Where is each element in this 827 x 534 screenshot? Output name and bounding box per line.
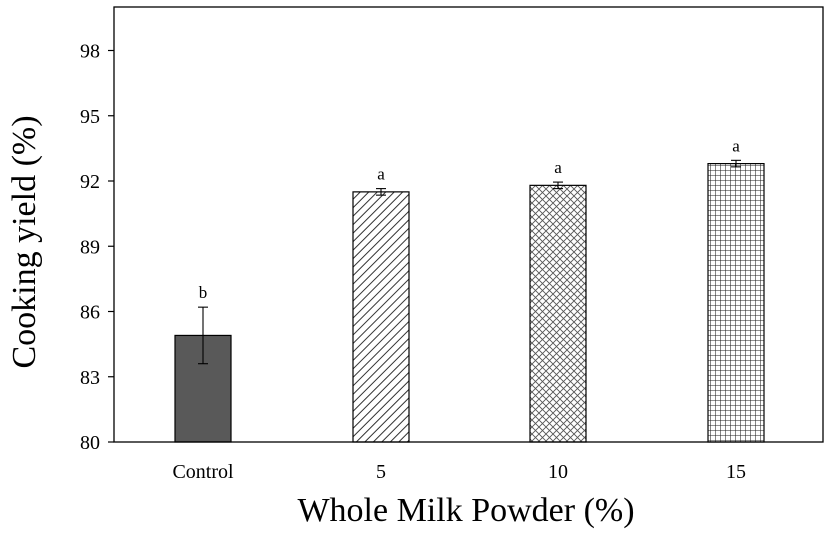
plot-frame <box>113 6 824 443</box>
error-bar <box>376 188 386 196</box>
bar-10 <box>529 184 587 443</box>
x-axis-title: Whole Milk Powder (%) <box>297 492 634 529</box>
error-bar <box>731 159 741 168</box>
significance-letter: a <box>732 136 740 155</box>
y-axis-title: Cooking yield (%) <box>6 115 43 368</box>
x-axis: Control 5 10 15 <box>172 461 746 483</box>
y-axis: 80 83 86 89 92 95 98 <box>80 41 114 454</box>
x-tick-label: 10 <box>548 461 568 483</box>
y-tick-label: 83 <box>80 367 100 389</box>
y-tick-label: 86 <box>80 302 100 324</box>
x-tick-label: Control <box>172 461 234 483</box>
y-tick-label: 98 <box>80 41 100 63</box>
significance-letter: a <box>554 158 562 177</box>
error-bar <box>553 181 563 190</box>
y-tick-label: 92 <box>80 171 100 193</box>
y-tick-label: 89 <box>80 236 100 258</box>
x-tick-label: 15 <box>726 461 746 483</box>
significance-letter: a <box>377 165 385 184</box>
bar-15 <box>707 163 765 443</box>
y-tick-label: 95 <box>80 106 100 128</box>
bars: b a a a <box>174 136 765 443</box>
x-tick-label: 5 <box>376 461 386 483</box>
error-bar <box>198 306 208 365</box>
significance-letter: b <box>199 283 208 302</box>
y-tick-label: 80 <box>80 432 100 454</box>
bar-5 <box>352 191 410 443</box>
